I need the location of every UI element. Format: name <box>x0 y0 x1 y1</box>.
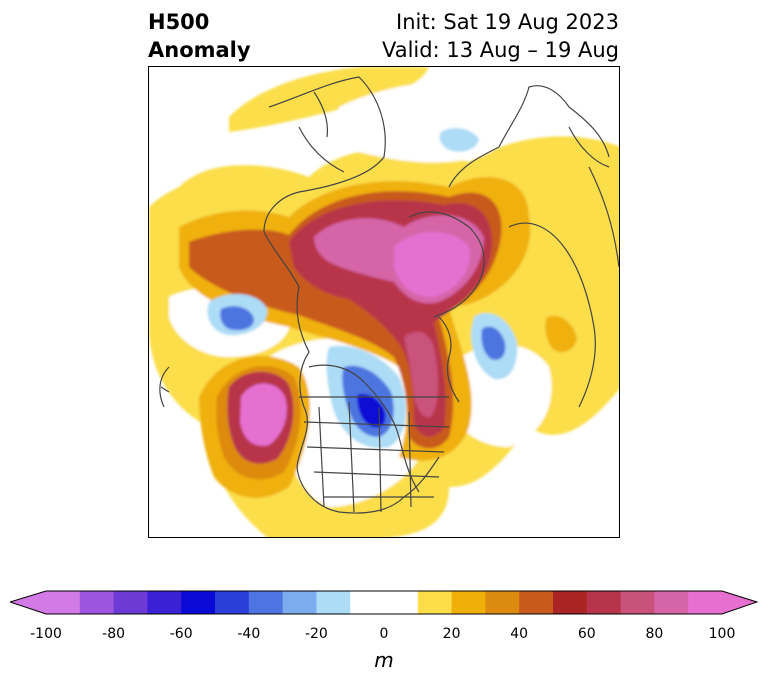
colorbar-cell <box>248 591 284 614</box>
colorbar-cell <box>384 591 419 614</box>
colorbar-cell <box>519 591 554 614</box>
colorbar-tick-label: 20 <box>442 626 461 642</box>
colorbar-cell <box>46 591 81 614</box>
colorbar-extend-high <box>722 591 757 614</box>
colorbar-cell <box>654 591 689 614</box>
colorbar-cell <box>147 591 182 614</box>
colorbar-cell <box>79 591 115 614</box>
colorbar-tick-label: -80 <box>102 626 126 642</box>
colorbar-extend-low <box>10 591 46 614</box>
init-time: Init: Sat 19 Aug 2023 <box>396 10 619 34</box>
colorbar-cell <box>282 591 317 614</box>
negative-anomaly-atl-40m <box>481 326 506 360</box>
colorbar-tick-label: 40 <box>510 626 529 642</box>
colorbar-cell <box>451 591 486 614</box>
coastlines <box>159 76 619 514</box>
colorbar-outline <box>8 590 759 615</box>
map-panel <box>148 66 620 538</box>
colorbar-cell <box>417 591 453 614</box>
anomaly-contours <box>149 67 619 537</box>
colorbar-cell <box>350 591 385 614</box>
negative-anomaly-pac-40m <box>220 306 254 331</box>
colorbar-tick-label: -40 <box>237 626 261 642</box>
colorbar-cell <box>316 591 351 614</box>
positive-anomaly-80m-atlantic-tongue <box>404 331 439 418</box>
colorbar-tick-label: 80 <box>645 626 664 642</box>
positive-anomaly-east-small <box>545 315 577 353</box>
valid-period: Valid: 13 Aug – 19 Aug <box>381 38 619 62</box>
positive-anomaly-100m-pacific <box>240 383 287 446</box>
colorbar-graphic <box>8 590 759 615</box>
colorbar-cell <box>113 591 148 614</box>
colorbar-cell <box>485 591 520 614</box>
anomaly-map <box>149 67 619 537</box>
negative-anomaly-na-60m <box>357 393 386 428</box>
colorbar-cell <box>215 591 250 614</box>
positive-anomaly-100m <box>394 232 470 298</box>
colorbar-cell <box>586 591 622 614</box>
title-left: H500 Anomaly <box>148 8 251 64</box>
field-name: H500 <box>148 10 210 34</box>
colorbar-unit: m <box>374 648 394 672</box>
colorbar-cell <box>620 591 655 614</box>
positive-anomaly-10m-north <box>229 67 429 132</box>
colorbar <box>8 590 759 624</box>
neutral-hole-atl <box>449 344 552 447</box>
colorbar-tick-label: 100 <box>708 626 736 642</box>
title-right: Init: Sat 19 Aug 2023 Valid: 13 Aug – 19… <box>382 8 619 64</box>
colorbar-tick-label: 60 <box>577 626 596 642</box>
field-type: Anomaly <box>148 38 251 62</box>
colorbar-cell <box>688 591 723 614</box>
colorbar-tick-label: -20 <box>304 626 328 642</box>
colorbar-tick-label: 0 <box>379 626 389 642</box>
colorbar-tick-label: -100 <box>30 626 62 642</box>
colorbar-tick-label: -60 <box>169 626 193 642</box>
negative-anomaly-north <box>439 127 479 152</box>
colorbar-cell <box>553 591 588 614</box>
colorbar-cell <box>181 591 216 614</box>
